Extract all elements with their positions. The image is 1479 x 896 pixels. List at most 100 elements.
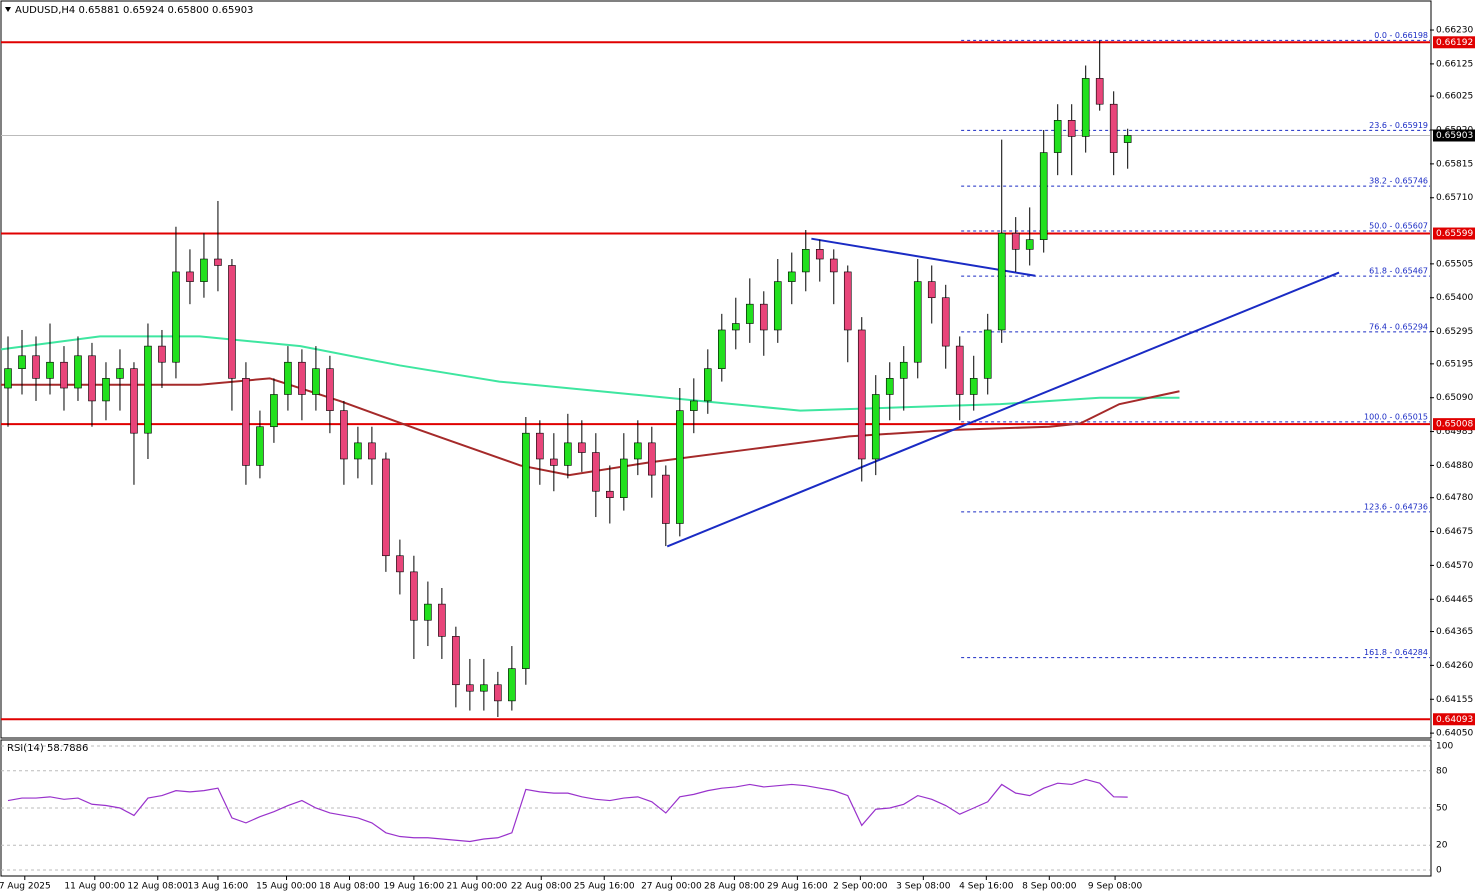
rsi-title: RSI(14) 58.7886 bbox=[7, 743, 88, 754]
fib-label: 61.8 - 0.65467 bbox=[1369, 267, 1428, 276]
level-price-box bbox=[1433, 227, 1475, 240]
candle-body bbox=[1039, 152, 1048, 240]
candle-body bbox=[745, 303, 754, 324]
candle-body bbox=[228, 265, 236, 379]
candle-body bbox=[242, 378, 250, 466]
candle-body bbox=[214, 258, 222, 266]
candle-body bbox=[955, 345, 964, 395]
candle-body bbox=[172, 271, 180, 363]
current-price-box bbox=[1433, 129, 1475, 142]
candle-body bbox=[969, 378, 978, 395]
candle-body bbox=[312, 368, 320, 395]
candle-body bbox=[438, 603, 446, 637]
x-tick-label: 21 Aug 00:00 bbox=[447, 882, 508, 892]
candle-body bbox=[717, 329, 726, 369]
x-tick-label: 25 Aug 16:00 bbox=[574, 882, 635, 892]
candle-body bbox=[704, 368, 712, 402]
candle-body bbox=[690, 400, 698, 411]
candle-body bbox=[1011, 232, 1020, 250]
candle-body bbox=[592, 452, 600, 492]
candle-body bbox=[662, 474, 670, 524]
candle-body bbox=[536, 432, 544, 460]
symbol-menu-icon[interactable] bbox=[5, 7, 11, 12]
y-tick-label: 0.65090 bbox=[1436, 393, 1473, 403]
candle-body bbox=[1123, 135, 1132, 143]
candle-body bbox=[1109, 103, 1118, 153]
candle-body bbox=[843, 271, 852, 331]
moving-average bbox=[1, 377, 1180, 477]
y-tick-label: 0.66025 bbox=[1436, 92, 1473, 102]
x-tick-label: 11 Aug 00:00 bbox=[64, 882, 125, 892]
y-tick-label: 0.64155 bbox=[1436, 695, 1473, 705]
x-tick-label: 4 Sep 16:00 bbox=[959, 882, 1014, 892]
candle-body bbox=[634, 442, 642, 460]
level-price-label: 0.66192 bbox=[1436, 38, 1473, 48]
y-tick-label: 0.65710 bbox=[1436, 193, 1473, 203]
fib-label: 76.4 - 0.65294 bbox=[1369, 322, 1428, 331]
candle-body bbox=[522, 432, 530, 669]
candle-body bbox=[340, 410, 348, 460]
candle-body bbox=[1053, 120, 1062, 153]
candle-body bbox=[787, 271, 796, 282]
candle-body bbox=[186, 271, 194, 282]
candle-body bbox=[200, 258, 208, 282]
level-price-box bbox=[1433, 36, 1475, 49]
current-price-label: 0.65903 bbox=[1436, 131, 1473, 141]
rsi-tick-label: 50 bbox=[1436, 804, 1448, 814]
x-tick-label: 13 Aug 16:00 bbox=[188, 882, 249, 892]
x-tick-label: 18 Aug 08:00 bbox=[319, 882, 380, 892]
x-tick-label: 3 Sep 08:00 bbox=[896, 882, 951, 892]
candle-body bbox=[46, 361, 54, 379]
candle-body bbox=[32, 355, 40, 379]
candle-body bbox=[116, 368, 124, 379]
y-tick-label: 0.64365 bbox=[1436, 627, 1473, 637]
candle-body bbox=[815, 249, 824, 260]
y-tick-label: 0.65505 bbox=[1436, 259, 1473, 269]
y-tick-label: 0.65815 bbox=[1436, 159, 1473, 169]
candle-body bbox=[298, 361, 306, 395]
y-tick-label: 0.64050 bbox=[1436, 729, 1473, 739]
rsi-tick-label: 20 bbox=[1436, 841, 1448, 851]
candle-body bbox=[354, 442, 362, 460]
x-tick-label: 27 Aug 00:00 bbox=[641, 882, 702, 892]
x-tick-label: 12 Aug 08:00 bbox=[127, 882, 188, 892]
candle-body bbox=[857, 329, 866, 460]
candle-body bbox=[927, 281, 936, 299]
chart-title: AUDUSD,H4 0.65881 0.65924 0.65800 0.6590… bbox=[15, 5, 253, 16]
moving-average bbox=[0, 335, 1180, 412]
candle-body bbox=[382, 458, 390, 557]
y-tick-label: 0.64880 bbox=[1436, 461, 1473, 471]
level-price-box bbox=[1433, 713, 1475, 726]
x-tick-label: 15 Aug 00:00 bbox=[256, 882, 317, 892]
candle-body bbox=[829, 258, 838, 273]
candle-body bbox=[130, 368, 138, 434]
fib-label: 123.6 - 0.64736 bbox=[1364, 502, 1428, 511]
y-tick-label: 0.65295 bbox=[1436, 327, 1473, 337]
candle-body bbox=[564, 442, 572, 466]
main-panel bbox=[0, 0, 1432, 739]
fib-label: 100.0 - 0.65015 bbox=[1364, 412, 1428, 421]
rsi-tick-label: 80 bbox=[1436, 766, 1448, 776]
candle-body bbox=[885, 378, 894, 395]
candle-body bbox=[270, 394, 278, 428]
candle-body bbox=[88, 355, 96, 402]
candle-body bbox=[676, 410, 684, 524]
fib-label: 23.6 - 0.65919 bbox=[1369, 121, 1428, 130]
candle-body bbox=[18, 355, 26, 369]
rsi-tick-label: 0 bbox=[1436, 866, 1442, 876]
candle-body bbox=[1081, 78, 1090, 137]
y-tick-label: 0.66125 bbox=[1436, 59, 1473, 69]
y-tick-label: 0.64465 bbox=[1436, 595, 1473, 605]
candle-body bbox=[4, 368, 12, 389]
candle-body bbox=[452, 636, 460, 686]
level-price-label: 0.64093 bbox=[1436, 715, 1473, 725]
y-tick-label: 0.64570 bbox=[1436, 561, 1473, 571]
x-tick-label: 7 Aug 2025 bbox=[0, 882, 51, 892]
candle-body bbox=[158, 345, 166, 363]
y-tick-label: 0.66230 bbox=[1436, 26, 1473, 36]
candle-body bbox=[606, 490, 614, 498]
candle-body bbox=[102, 378, 110, 402]
fib-label: 38.2 - 0.65746 bbox=[1369, 177, 1428, 186]
candle-body bbox=[368, 442, 376, 460]
x-tick-label: 28 Aug 08:00 bbox=[704, 882, 765, 892]
